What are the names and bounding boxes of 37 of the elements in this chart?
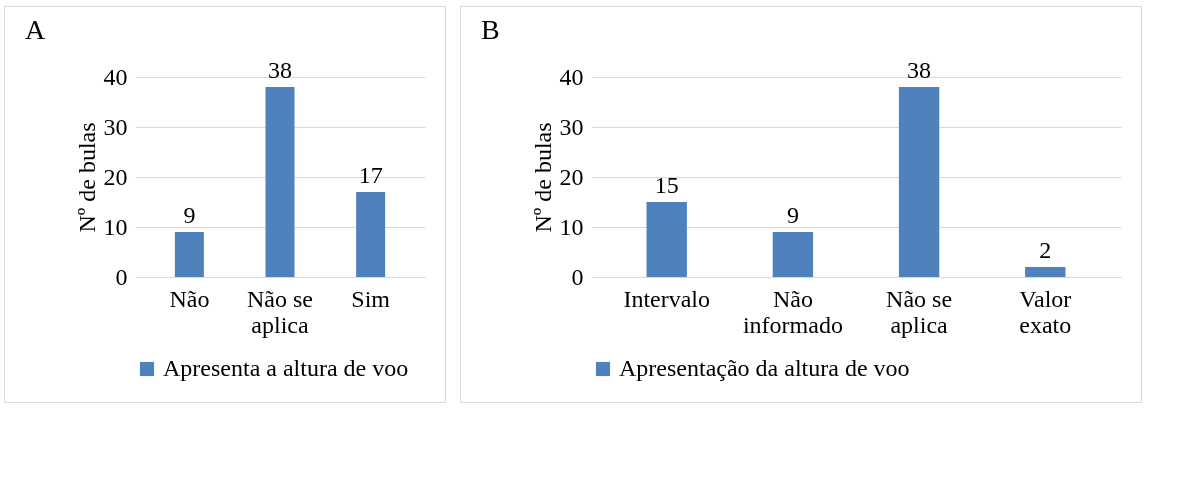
y-tick-label: 0	[571, 263, 584, 290]
y-tick-label: 30	[103, 113, 128, 140]
x-tick-label: Não se aplica	[886, 285, 953, 338]
x-tick-label: Sim	[351, 285, 391, 312]
data-label: 2	[1039, 237, 1052, 263]
y-tick-label: 30	[559, 113, 584, 140]
chart-title: B	[481, 14, 500, 45]
data-label: 15	[654, 172, 679, 198]
x-tick-label: Valor exato	[1019, 285, 1072, 338]
y-axis-title: Nº de bulas	[73, 122, 100, 233]
x-tick-label: Não se aplica	[247, 285, 313, 338]
legend-label: Apresenta a altura de voo	[163, 355, 409, 381]
y-tick-label: 40	[103, 63, 128, 90]
y-tick-label: 20	[559, 163, 584, 190]
y-tick-label: 0	[115, 263, 128, 290]
bar	[265, 87, 295, 277]
data-label: 9	[183, 202, 196, 228]
bar	[1025, 267, 1066, 277]
bar	[174, 232, 204, 277]
bar	[772, 232, 814, 277]
data-label: 9	[786, 202, 799, 228]
bar	[646, 202, 687, 277]
y-tick-label: 10	[103, 213, 128, 240]
chart-title: A	[25, 14, 46, 45]
bar	[898, 87, 940, 277]
y-axis-title: Nº de bulas	[529, 122, 556, 233]
bar	[356, 192, 386, 277]
x-tick-label: Intervalo	[623, 285, 711, 312]
x-tick-label: Não informado	[742, 285, 843, 338]
y-tick-label: 20	[103, 163, 128, 190]
y-tick-label: 40	[559, 63, 584, 90]
data-label: 38	[268, 57, 292, 83]
x-tick-label: Não	[169, 285, 210, 312]
data-label: 17	[358, 162, 383, 188]
data-label: 38	[907, 57, 932, 83]
legend-label: Apresentação da altura de voo	[619, 355, 910, 381]
y-tick-label: 10	[559, 213, 584, 240]
